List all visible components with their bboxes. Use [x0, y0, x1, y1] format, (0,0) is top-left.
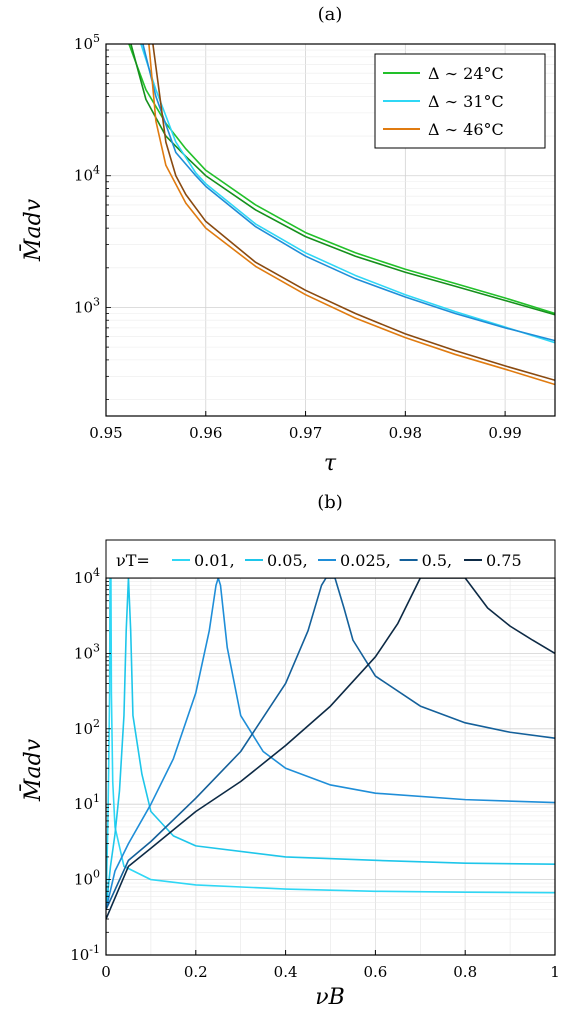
panel-b-ylabel: M̄adv: [19, 738, 46, 802]
panel-a-yticks: 103 104 105: [74, 32, 111, 400]
panel-b-legend-label-4: 0.75: [486, 551, 522, 570]
panel-b-xtick-label: 0.6: [363, 963, 387, 981]
legend-label-46: Δ ∼ 46°C: [428, 120, 504, 139]
panel-b-lines: [106, 578, 555, 920]
panel-a-ytick-label: 104: [74, 164, 100, 185]
panel-a-label: (a): [318, 4, 343, 25]
panel-a-ylabel: M̄adv: [19, 198, 46, 262]
panel-b-ytick-label: 101: [74, 792, 100, 813]
panel-a-frame: [105, 43, 556, 417]
panel-b-legend-label-0: 0.01,: [194, 551, 235, 570]
panel-b-label: (b): [317, 492, 343, 513]
panel-a-series-line-4: [148, 44, 555, 386]
panel-a-xtick-label: 0.98: [389, 424, 422, 442]
panel-b-series-line-1: [106, 578, 555, 910]
panel-b-legend-label-3: 0.5,: [422, 551, 453, 570]
panel-a-xlabel: τ: [324, 451, 337, 476]
legend-title-nuT: νT=: [116, 551, 150, 570]
panel-b-ytick-label: 103: [74, 641, 100, 662]
panel-a-xticks: 0.95 0.96 0.97 0.98 0.99: [89, 411, 522, 442]
panel-b-ytick-label: 104: [74, 566, 100, 587]
panel-a-series-line-5: [152, 44, 555, 382]
panel-a-xtick-label: 0.97: [289, 424, 322, 442]
panel-b-series-line-0: [106, 578, 555, 910]
panel-b-series-line-4: [106, 578, 555, 920]
panel-b-series-line-3: [106, 578, 555, 910]
panel-b-xtick-label: 1: [550, 963, 560, 981]
panel-a-series-line-2: [140, 44, 555, 344]
panel-a-series-line-3: [142, 44, 555, 342]
panel-b-yticks: 10-1 100 101 102 103 104: [70, 566, 111, 964]
panel-b-legend: νT= 0.01, 0.05, 0.025, 0.5, 0.75: [105, 539, 556, 579]
panel-b-xtick-label: 0: [101, 963, 111, 981]
panel-b-xtick-label: 0.2: [184, 963, 208, 981]
legend-label-24: Δ ∼ 24°C: [428, 64, 504, 83]
panel-a-series-line-1: [130, 44, 555, 316]
panel-b-grid: [105, 577, 556, 956]
panel-b-xtick-label: 0.8: [453, 963, 477, 981]
panel-b-xticks: 0 0.2 0.4 0.6 0.8 1: [101, 950, 560, 981]
panel-a-xtick-label: 0.96: [189, 424, 222, 442]
panel-a-xtick-label: 0.99: [488, 424, 521, 442]
panel-b-xlabel: νB: [315, 985, 345, 1010]
panel-a-ytick-label: 105: [74, 32, 100, 53]
panel-b-ytick-label: 10-1: [70, 943, 100, 964]
panel-a-legend: Δ ∼ 24°C Δ ∼ 31°C Δ ∼ 46°C: [374, 53, 546, 149]
panel-a-ytick-label: 103: [74, 295, 100, 316]
panel-a-lines: [128, 44, 555, 386]
panel-b-legend-label-1: 0.05,: [267, 551, 308, 570]
panel-b-ytick-label: 102: [74, 717, 100, 738]
panel-a-xtick-label: 0.95: [89, 424, 122, 442]
panel-b-legend-label-2: 0.025,: [340, 551, 391, 570]
legend-label-31: Δ ∼ 31°C: [428, 92, 504, 111]
panel-b-xtick-label: 0.4: [274, 963, 298, 981]
panel-b-series-line-2: [106, 578, 555, 910]
panel-b-ytick-label: 100: [74, 868, 100, 889]
